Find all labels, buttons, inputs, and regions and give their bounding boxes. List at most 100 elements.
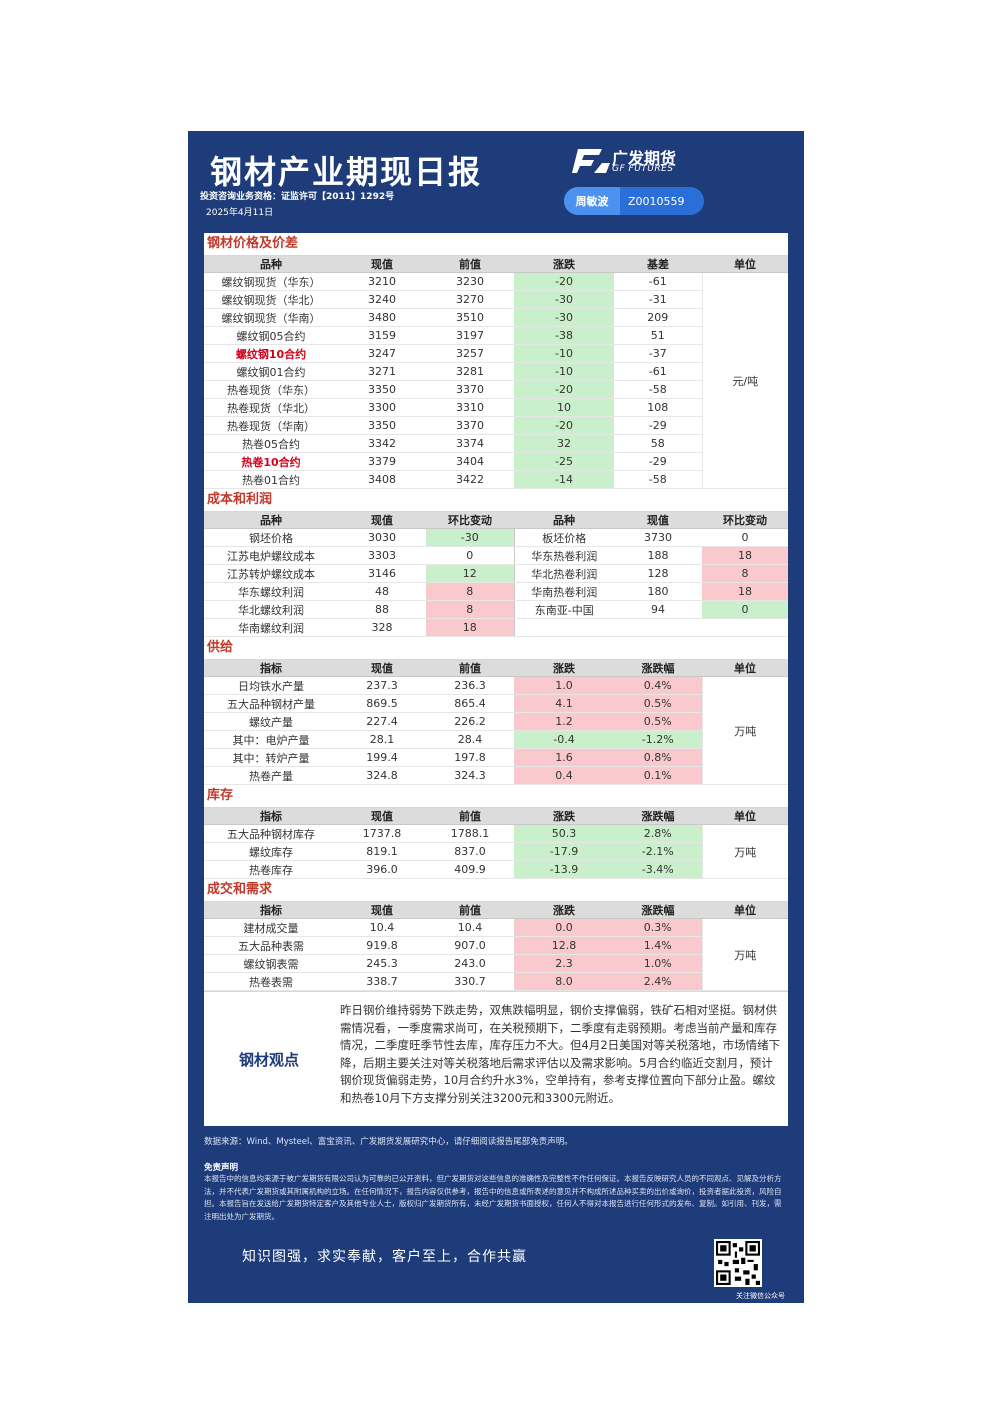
- previous-value: 3370: [426, 380, 514, 399]
- section-title-supply: 供给: [204, 637, 788, 660]
- change-percent: -3.4%: [614, 860, 702, 879]
- previous-value: 907.0: [426, 936, 514, 955]
- previous-value: 3310: [426, 398, 514, 417]
- change-value: -25: [514, 452, 614, 471]
- current-value: 28.1: [338, 730, 426, 749]
- current-value: 3240: [338, 290, 426, 309]
- item-name: 热卷05合约: [204, 434, 338, 453]
- current-value: 180: [614, 582, 702, 601]
- item-name: 螺纹库存: [204, 842, 338, 861]
- current-value: 1737.8: [338, 824, 426, 843]
- logo-text: 广发期货: [612, 149, 677, 168]
- change-value: 1.2: [514, 712, 614, 731]
- item-name: 日均铁水产量: [204, 676, 338, 695]
- basis-value: -58: [614, 470, 702, 489]
- table-row: 钢坯价格 3030 -30 板坯价格 3730 0: [204, 528, 788, 547]
- current-value: 396.0: [338, 860, 426, 879]
- current-value: 819.1: [338, 842, 426, 861]
- current-value: 3247: [338, 344, 426, 363]
- change-percent: -2.1%: [614, 842, 702, 861]
- report-footer: 数据来源：Wind、Mysteel、富宝资讯、广发期货发展研究中心，请仔细阅读报…: [188, 1131, 804, 1303]
- table-row: 螺纹钢01合约 3271 3281 -10 -61: [204, 362, 788, 381]
- report-header: 钢材产业期现日报 投资咨询业务资格：证监许可【2011】1292号 2025年4…: [188, 131, 804, 233]
- change-percent: 0.3%: [614, 918, 702, 937]
- column-header: 现值: [338, 902, 426, 919]
- change-value: 32: [514, 434, 614, 453]
- change-value: 8: [426, 582, 515, 601]
- change-value: -10: [514, 344, 614, 363]
- column-header: 单位: [702, 808, 788, 825]
- change-value: -20: [514, 272, 614, 291]
- item-name: 热卷01合约: [204, 470, 338, 489]
- item-name: 建材成交量: [204, 918, 338, 937]
- report-content: 钢材价格及价差 品种 现值 前值 涨跌 基差 单位 螺纹钢现货（华东） 3210 3230 -2…: [204, 233, 788, 1126]
- column-header: 环比变动: [426, 512, 514, 529]
- basis-value: -37: [614, 344, 702, 363]
- table-row: 日均铁水产量 237.3 236.3 1.0 0.4% 万吨: [204, 676, 788, 785]
- column-header: 前值: [426, 902, 514, 919]
- column-header: 品种: [514, 512, 614, 529]
- table-row: 螺纹钢现货（华北） 3240 3270 -30 -31: [204, 290, 788, 309]
- basis-value: -58: [614, 380, 702, 399]
- viewpoint-title: 钢材观点: [238, 1050, 299, 1069]
- current-value: 3271: [338, 362, 426, 381]
- analyst-cert: Z0010559: [628, 194, 685, 208]
- table-row: 螺纹钢05合约 3159 3197 -38 51: [204, 326, 788, 345]
- current-value: 3350: [338, 380, 426, 399]
- current-value: 48: [338, 582, 426, 601]
- table-row: 五大品种钢材产量 869.5 865.4 4.1 0.5%: [204, 694, 788, 713]
- previous-value: 1788.1: [426, 824, 514, 843]
- item-name: 江苏转炉螺纹成本: [204, 564, 338, 583]
- change-value: 12.8: [514, 936, 614, 955]
- current-value: 869.5: [338, 694, 426, 713]
- item-name: 五大品种钢材库存: [204, 824, 338, 843]
- table-row: 其中：电炉产量 28.1 28.4 -0.4 -1.2%: [204, 730, 788, 749]
- table-row: 螺纹库存 819.1 837.0 -17.9 -2.1%: [204, 842, 788, 861]
- change-value: 8.0: [514, 972, 614, 991]
- current-value: 3408: [338, 470, 426, 489]
- change-value: 4.1: [514, 694, 614, 713]
- change-value: -30: [426, 528, 515, 547]
- column-header: 环比变动: [702, 512, 788, 529]
- section-title-demand: 成交和需求: [204, 879, 788, 902]
- item-name: 江苏电炉螺纹成本: [204, 546, 338, 565]
- previous-value: 837.0: [426, 842, 514, 861]
- change-value: -13.9: [514, 860, 614, 879]
- item-name: 螺纹产量: [204, 712, 338, 731]
- column-header: 现值: [338, 256, 426, 273]
- unit-label: 万吨: [701, 824, 788, 879]
- previous-value: 28.4: [426, 730, 514, 749]
- change-percent: 0.8%: [614, 748, 702, 767]
- previous-value: 236.3: [426, 676, 514, 695]
- change-value: 0.0: [514, 918, 614, 937]
- table-row: 热卷05合约 3342 3374 32 58: [204, 434, 788, 453]
- current-value: 188: [614, 546, 702, 565]
- current-value: 94: [614, 600, 702, 619]
- current-value: 199.4: [338, 748, 426, 767]
- column-header: 涨跌幅: [614, 808, 702, 825]
- item-name: 板坯价格: [514, 528, 614, 547]
- previous-value: 10.4: [426, 918, 514, 937]
- table-row: 螺纹钢现货（华东） 3210 3230 -20 -61 元/吨: [204, 272, 788, 489]
- item-name: 螺纹钢现货（华南）: [204, 308, 338, 327]
- column-header: 现值: [338, 660, 426, 677]
- column-header: 涨跌: [514, 256, 614, 273]
- supply-table: 指标 现值 前值 涨跌 涨跌幅 单位 日均铁水产量 237.3 236.3 1.0 0.4% 万吨五…: [204, 660, 788, 785]
- current-value: 3303: [338, 546, 426, 565]
- current-value: 3030: [338, 528, 426, 547]
- viewpoint-box: 钢材观点 昨日钢价维持弱势下跌走势，双焦跌幅明显，钢价支撑偏弱，铁矿石相对坚挺。…: [204, 991, 788, 1126]
- qr-code-icon[interactable]: [714, 1239, 762, 1287]
- section-title-prices: 钢材价格及价差: [204, 233, 788, 256]
- current-value: 3730: [614, 528, 702, 547]
- disclaimer-title: 免责声明: [204, 1163, 239, 1173]
- current-value: 3342: [338, 434, 426, 453]
- current-value: 237.3: [338, 676, 426, 695]
- current-value: 3350: [338, 416, 426, 435]
- item-name: 螺纹钢01合约: [204, 362, 338, 381]
- table-row: 江苏转炉螺纹成本 3146 12 华北热卷利润 128 8: [204, 564, 788, 583]
- page-title: 钢材产业期现日报: [210, 153, 483, 191]
- previous-value: 409.9: [426, 860, 514, 879]
- column-header: 现值: [338, 808, 426, 825]
- slogan: 知识图强，求实奉献，客户至上，合作共赢: [242, 1249, 527, 1265]
- current-value: 338.7: [338, 972, 426, 991]
